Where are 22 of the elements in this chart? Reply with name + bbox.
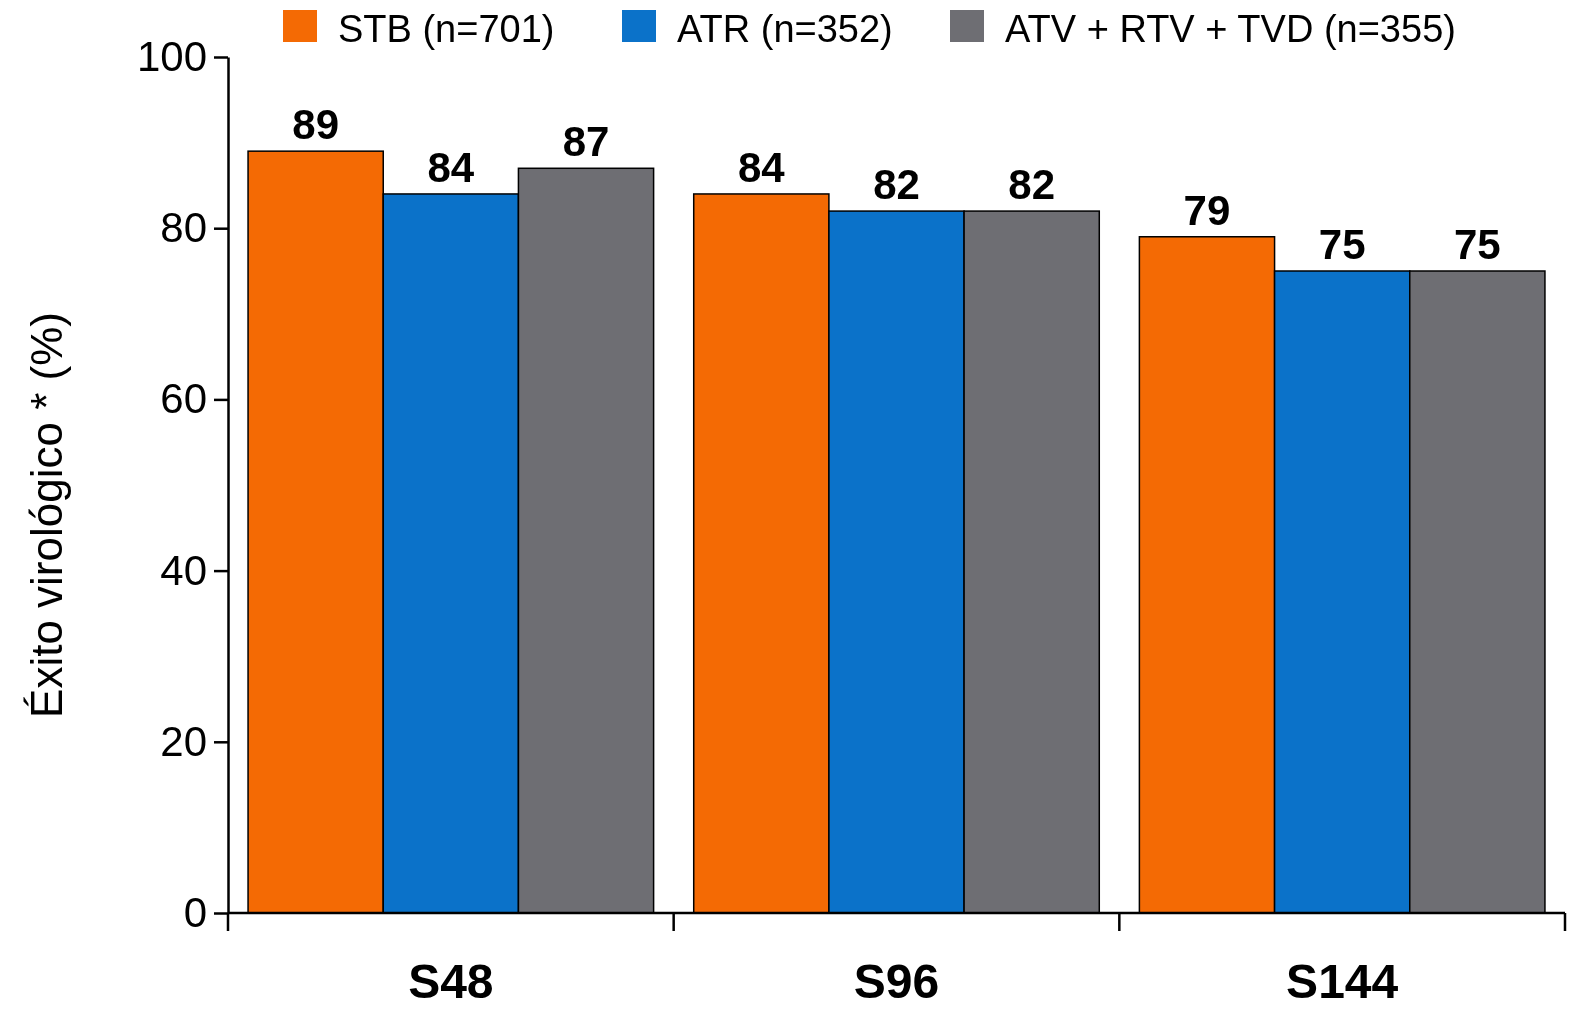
- data-label: 82: [1008, 161, 1056, 209]
- y-tick-label: 80: [160, 204, 207, 252]
- y-tick-label: 0: [183, 888, 207, 936]
- text: STB (n=701): [338, 8, 555, 50]
- legend-label: ATV + RTV + TVD (n=355): [1005, 8, 1456, 50]
- x-tick-label: S96: [853, 955, 940, 1008]
- y-tick-label: 60: [160, 375, 207, 423]
- y-tick-label: 40: [160, 546, 207, 594]
- data-label: 79: [1183, 186, 1231, 234]
- data-label: 84: [737, 143, 786, 191]
- legend-label: ATR (n=352): [677, 8, 893, 50]
- y-tick-label: 20: [160, 717, 207, 765]
- data-label: 75: [1318, 221, 1366, 268]
- data-label: 89: [292, 101, 340, 149]
- y-axis-title: Éxito virológico * (%): [22, 312, 71, 718]
- data-label: 84: [427, 143, 475, 191]
- x-tick-label: S48: [408, 955, 494, 1008]
- data-label: 82: [873, 161, 920, 209]
- x-tick-label: S144: [1286, 955, 1399, 1008]
- y-tick-label: 100: [136, 32, 207, 80]
- data-label: 87: [562, 118, 610, 166]
- data-label: 75: [1453, 221, 1501, 268]
